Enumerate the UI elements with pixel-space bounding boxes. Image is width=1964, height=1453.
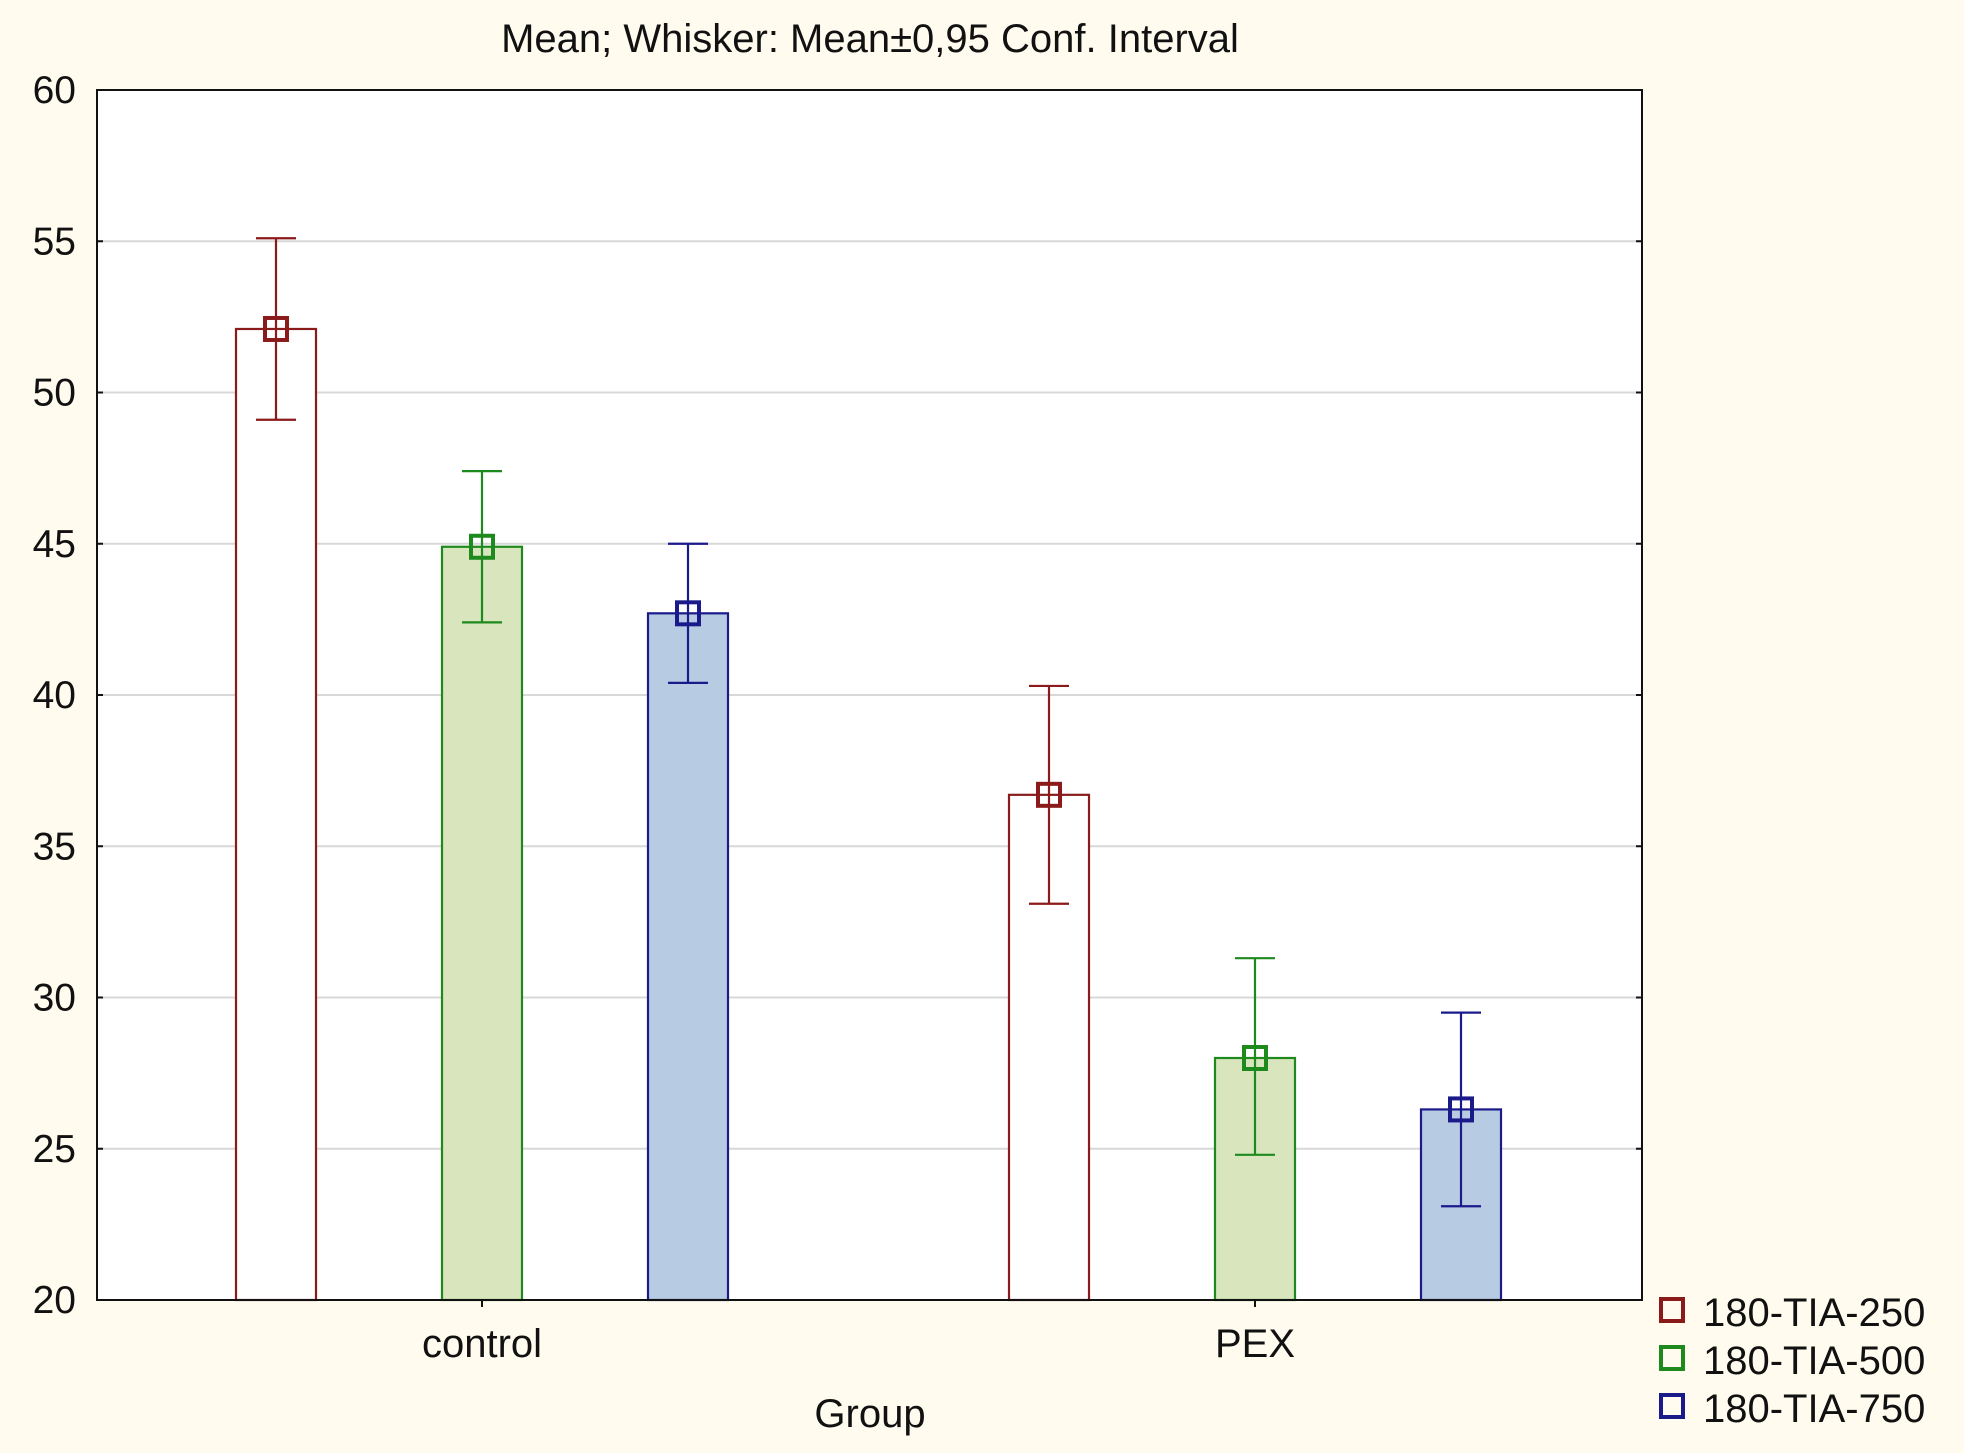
y-tick-label: 60 [33, 69, 76, 112]
legend-label: 180-TIA-750 [1703, 1387, 1925, 1431]
x-axis: control PEX [422, 1300, 1295, 1366]
mean-marker [1036, 781, 1062, 808]
bar [646, 612, 730, 1302]
bars [234, 237, 1503, 1302]
mean-marker [263, 315, 289, 342]
y-tick-label: 45 [33, 523, 76, 566]
y-tick-label: 20 [33, 1279, 76, 1322]
x-category-label: control [422, 1322, 542, 1366]
legend-marker [1659, 1297, 1685, 1323]
y-tick-label: 35 [33, 825, 76, 868]
mean-marker [1448, 1096, 1474, 1123]
y-tick-label: 55 [33, 220, 76, 263]
y-tick-label: 50 [33, 372, 76, 415]
legend-label: 180-TIA-250 [1703, 1291, 1925, 1335]
mean-marker [675, 600, 701, 627]
x-category-label: PEX [1215, 1322, 1295, 1366]
legend-marker [1659, 1393, 1685, 1419]
mean-marker [469, 533, 495, 560]
legend-marker [1659, 1345, 1685, 1371]
y-tick-label: 25 [33, 1128, 76, 1171]
legend-label: 180-TIA-500 [1703, 1339, 1925, 1383]
bar [440, 545, 524, 1302]
gridlines [97, 240, 1642, 1150]
mean-marker [1242, 1045, 1268, 1071]
chart-title: Mean; Whisker: Mean±0,95 Conf. Interval [501, 17, 1239, 61]
y-tick-label: 40 [33, 674, 76, 717]
bar [234, 327, 318, 1302]
y-axis: 20 25 30 35 40 45 50 55 60 [33, 69, 1642, 1322]
x-axis-label: Group [814, 1392, 925, 1436]
y-tick-label: 30 [33, 977, 76, 1020]
